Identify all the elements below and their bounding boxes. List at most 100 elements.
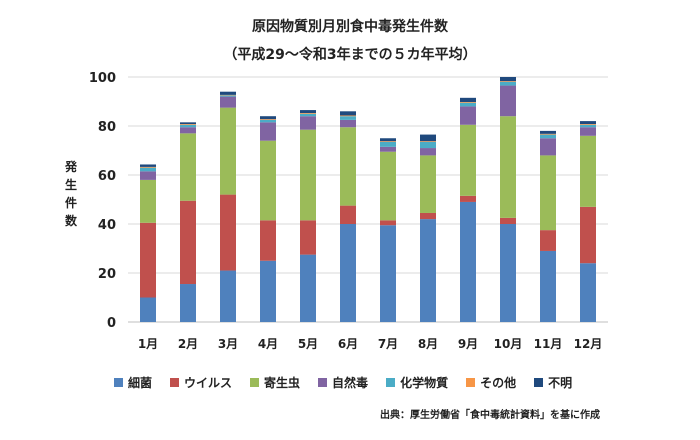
- legend-item: その他: [466, 374, 516, 391]
- legend-item: ウイルス: [170, 374, 232, 391]
- x-tick-label: 5月: [298, 337, 318, 351]
- bar-segment: [260, 140, 276, 221]
- bar-segment: [540, 130, 556, 134]
- legend-item: 寄生虫: [250, 374, 300, 391]
- x-tick-label: 4月: [258, 337, 278, 351]
- legend-swatch: [114, 378, 123, 387]
- legend-swatch: [318, 378, 328, 387]
- bar-segment: [380, 146, 396, 152]
- bar-segment: [260, 116, 276, 120]
- bar-segment: [180, 124, 196, 125]
- bar-segment: [300, 129, 316, 221]
- y-axis-label-char: 数: [64, 214, 77, 228]
- legend-label: 寄生虫: [264, 376, 301, 390]
- bar-segment: [180, 200, 196, 285]
- bar-segment: [580, 263, 596, 322]
- bar-segment: [460, 124, 476, 196]
- bar-segment: [220, 91, 236, 95]
- bar-segment: [500, 81, 516, 82]
- legend-item: 不明: [534, 374, 572, 391]
- legend-label: 細菌: [128, 376, 153, 390]
- legend-swatch: [170, 378, 180, 387]
- y-axis-label-char: 生: [64, 178, 77, 192]
- x-tick-label: 8月: [418, 337, 438, 351]
- legend-swatch: [466, 378, 476, 387]
- bar-segment: [340, 116, 356, 120]
- bar-segment: [380, 138, 396, 142]
- x-tick-label: 1月: [138, 337, 158, 351]
- y-tick-label: 20: [98, 267, 116, 282]
- bar-segment: [460, 195, 476, 202]
- bar-segment: [220, 96, 236, 108]
- bar-segment: [340, 127, 356, 206]
- y-tick-label: 100: [89, 71, 116, 86]
- bar-segment: [260, 122, 276, 141]
- bar-segment: [380, 220, 396, 226]
- bar-segment: [580, 127, 596, 136]
- bar-segment: [340, 119, 356, 128]
- bar-segment: [180, 284, 196, 322]
- legend-item: 自然毒: [318, 374, 368, 391]
- legend: 細菌 ウイルス 寄生虫 自然毒 化学物質 その他 不明: [114, 374, 572, 391]
- bar-segment: [540, 155, 556, 231]
- bar-segment: [500, 77, 516, 82]
- y-tick-label: 0: [107, 316, 116, 331]
- bar-segment: [460, 97, 476, 102]
- y-axis-label: 発 生 件 数: [62, 158, 80, 230]
- bar-segment: [460, 102, 476, 107]
- bar-segment: [260, 119, 276, 120]
- bar-segment: [300, 113, 316, 117]
- bar-segment: [420, 148, 436, 156]
- bar-segment: [580, 135, 596, 207]
- bar-segment: [580, 121, 596, 125]
- legend-item: 化学物質: [386, 374, 448, 391]
- bar-segment: [420, 219, 436, 322]
- bar-segment: [420, 212, 436, 220]
- y-tick-label: 40: [98, 218, 116, 233]
- legend-swatch: [534, 378, 544, 387]
- bar-segment: [220, 95, 236, 97]
- bar-segment: [420, 155, 436, 213]
- bar-segment: [420, 141, 436, 149]
- source-note: 出典：厚生労働省「食中毒統計資料」を基に作成: [380, 410, 600, 421]
- chart-subtitle: （平成29～令和3年までの５カ年平均）: [223, 47, 477, 63]
- bar-segment: [340, 205, 356, 224]
- bar-segment: [580, 124, 596, 128]
- bar-segment: [540, 250, 556, 322]
- legend-label: 不明: [548, 376, 573, 390]
- x-tick-label: 3月: [218, 337, 238, 351]
- bar-segment: [500, 81, 516, 86]
- bar-segment: [540, 230, 556, 251]
- bar-segment: [180, 133, 196, 201]
- bar-segment: [340, 111, 356, 116]
- bar-segment: [380, 225, 396, 322]
- bar-segment: [220, 270, 236, 322]
- bar-segment: [340, 115, 356, 117]
- bar-segment: [380, 151, 396, 221]
- bar-segment: [220, 194, 236, 271]
- x-tick-label: 12月: [574, 337, 603, 351]
- legend-label: その他: [480, 376, 517, 390]
- bar-segment: [580, 124, 596, 125]
- bar-segment: [140, 179, 156, 223]
- y-axis-label-char: 件: [64, 196, 77, 210]
- bar-segment: [580, 206, 596, 264]
- x-tick-label: 9月: [458, 337, 478, 351]
- legend-label: 化学物質: [400, 376, 449, 390]
- bar-segment: [140, 167, 156, 172]
- bar-segment: [500, 217, 516, 224]
- bar-segment: [220, 107, 236, 195]
- x-tick-label: 7月: [378, 337, 398, 351]
- bar-segment: [540, 133, 556, 135]
- bar-segment: [420, 134, 436, 142]
- bar-segment: [380, 141, 396, 147]
- bar-segment: [140, 171, 156, 180]
- bar-segment: [340, 224, 356, 322]
- x-tick-label: 6月: [338, 337, 358, 351]
- x-tick-label: 2月: [178, 337, 198, 351]
- bar-segment: [300, 110, 316, 114]
- x-tick-label: 10月: [494, 337, 523, 351]
- bar-segment: [300, 116, 316, 130]
